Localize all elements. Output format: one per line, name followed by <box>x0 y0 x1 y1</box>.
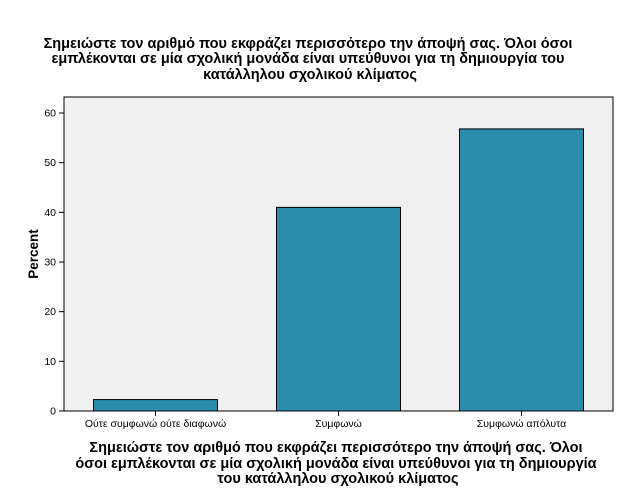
y-tick-label: 20 <box>44 306 56 318</box>
y-tick-label: 40 <box>44 207 56 219</box>
bar-2 <box>276 206 401 412</box>
y-tick-label: 60 <box>44 108 56 120</box>
chart-title-line-2: εμπλέκονται σε μία σχολική μονάδα είναι … <box>52 51 565 67</box>
y-axis-label: Percent <box>26 229 41 279</box>
x-axis-label-line-3: του κατάλληλου σχολικού κλίματος <box>217 471 458 487</box>
x-tick-label: Συμφωνώ απόλυτα <box>477 418 566 430</box>
y-axis: 0 10 20 30 40 50 60 <box>44 108 64 418</box>
y-tick-label: 0 <box>50 406 56 418</box>
x-tick-label: Συμφωνώ <box>315 418 362 430</box>
x-tick-label: Ούτε συμφωνώ ούτε διαφωνώ <box>85 418 226 430</box>
bar-1 <box>93 399 218 412</box>
chart-title-line-1: Σημειώστε τον αριθμό που εκφράζει περισσ… <box>44 36 573 52</box>
y-tick-label: 10 <box>44 356 56 368</box>
bars <box>93 128 584 412</box>
chart-title: Σημειώστε τον αριθμό που εκφράζει περισσ… <box>44 36 577 83</box>
x-axis-label-line-2: όσοι εμπλέκονται σε μία σχολική μονάδα ε… <box>75 456 596 472</box>
chart-title-line-3: κατάλληλου σχολικού κλίματος <box>203 67 417 83</box>
bar-3 <box>459 128 584 412</box>
x-axis-label-line-1: Σημειώστε τον αριθμό που εκφράζει περισσ… <box>89 440 582 456</box>
y-tick-label: 50 <box>44 157 56 169</box>
x-axis: Ούτε συμφωνώ ούτε διαφωνώ Συμφωνώ Συμφωνώ … <box>85 411 566 430</box>
y-tick-label: 30 <box>44 257 56 269</box>
x-axis-label: Σημειώστε τον αριθμό που εκφράζει περισσ… <box>75 440 600 487</box>
